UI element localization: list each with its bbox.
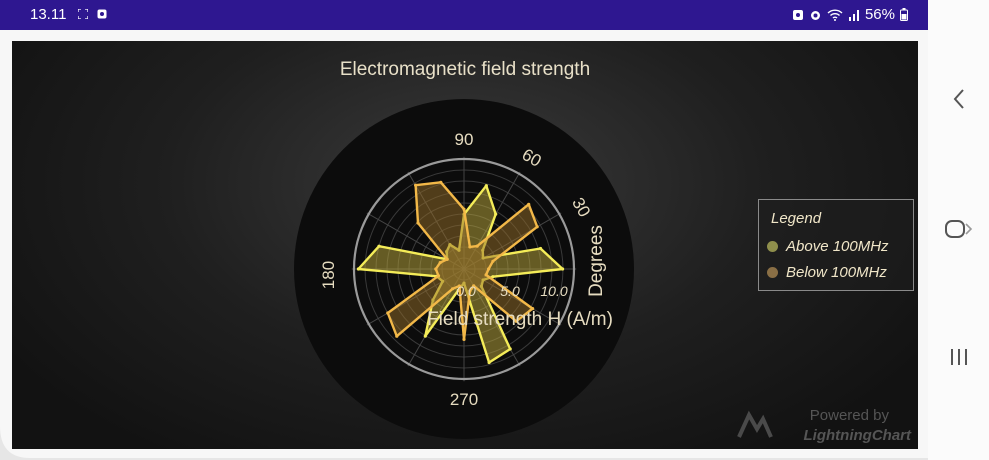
data-point-below [472,284,476,288]
data-point-below [484,273,488,277]
back-icon [953,89,964,109]
radial-tick-label: 5.0 [500,283,520,299]
data-point-below [457,284,461,288]
wifi-icon [827,8,843,21]
watermark-line2: LightningChart [803,427,911,444]
data-point-below [414,183,418,187]
data-point-above [561,267,565,271]
data-point-above [356,267,360,271]
data-point-below [462,337,466,341]
battery-level: 56% [864,6,895,23]
radial-tick-label: 10.0 [540,283,567,299]
legend-swatch-above [767,241,778,252]
navigation-bar [928,0,989,460]
data-point-below [438,261,442,265]
radial-axis-label: Field strength H (A/m) [427,309,613,330]
legend-title: Legend [771,210,822,227]
data-point-below [445,257,449,261]
recents-button[interactable] [942,340,976,374]
home-button[interactable] [942,212,976,246]
data-point-below [395,334,399,338]
battery-icon [900,8,908,21]
legend-entry-below[interactable]: Below 100MHz [767,264,887,281]
data-point-below [527,202,531,206]
data-point-below [462,207,466,211]
angular-tick-label: 270 [450,390,478,409]
data-point-above [487,360,491,365]
signal-icon [848,9,859,21]
polar-chart[interactable]: Electromagnetic field strength 30 60 90 180… [12,41,918,449]
data-point-below [531,307,535,311]
angular-axis-label: Degrees [586,225,607,297]
series-layer [356,180,565,365]
data-point-below [434,267,438,271]
angular-tick-label: 90 [455,130,474,149]
back-button[interactable] [942,82,976,116]
data-point-below [468,289,472,293]
screenshot-icon [78,9,88,19]
outer-ring [352,157,576,381]
data-point-below [487,267,491,271]
data-point-below [416,221,420,225]
status-right: 56% [792,6,908,23]
data-point-below [535,225,539,229]
data-point-below [451,287,455,291]
status-time: 13.11 [30,6,67,23]
data-point-above [377,244,381,248]
legend: Legend Above 100MHz Below 100MHz [758,199,914,291]
data-point-below [386,311,390,315]
data-point-below [468,245,472,249]
legend-swatch-below [767,267,778,278]
home-icon [945,220,973,238]
lightningchart-logo-icon [737,410,773,438]
data-point-above [423,334,427,338]
nfc-icon [792,9,803,20]
legend-label-above: Above 100MHz [786,238,889,255]
data-point-above [508,347,512,351]
data-point-below [436,274,441,278]
data-point-below [491,259,495,263]
watermark-line1: Powered by [809,407,889,424]
data-point-above [538,246,543,251]
angular-tick-label: 180 [319,261,338,289]
radial-tick-label: 0.0 [456,283,476,299]
data-point-below [439,180,443,184]
app-icon [97,9,107,19]
legend-entry-above[interactable]: Above 100MHz [767,238,889,255]
recents-icon [951,349,967,365]
screen-edge [0,426,928,460]
data-point-above [484,184,488,188]
data-point-above [491,275,495,279]
legend-label-below: Below 100MHz [786,264,887,281]
alarm-icon [810,10,820,20]
watermark: Powered by LightningChart [727,401,917,446]
data-point-above [494,212,498,216]
data-point-below [514,319,518,323]
radial-tick-labels: 0.0 5.0 10.0 [456,283,568,299]
chart-title: Electromagnetic field strength [339,59,591,80]
data-point-below [475,244,479,248]
status-bar: 13.11 56% [0,0,928,30]
